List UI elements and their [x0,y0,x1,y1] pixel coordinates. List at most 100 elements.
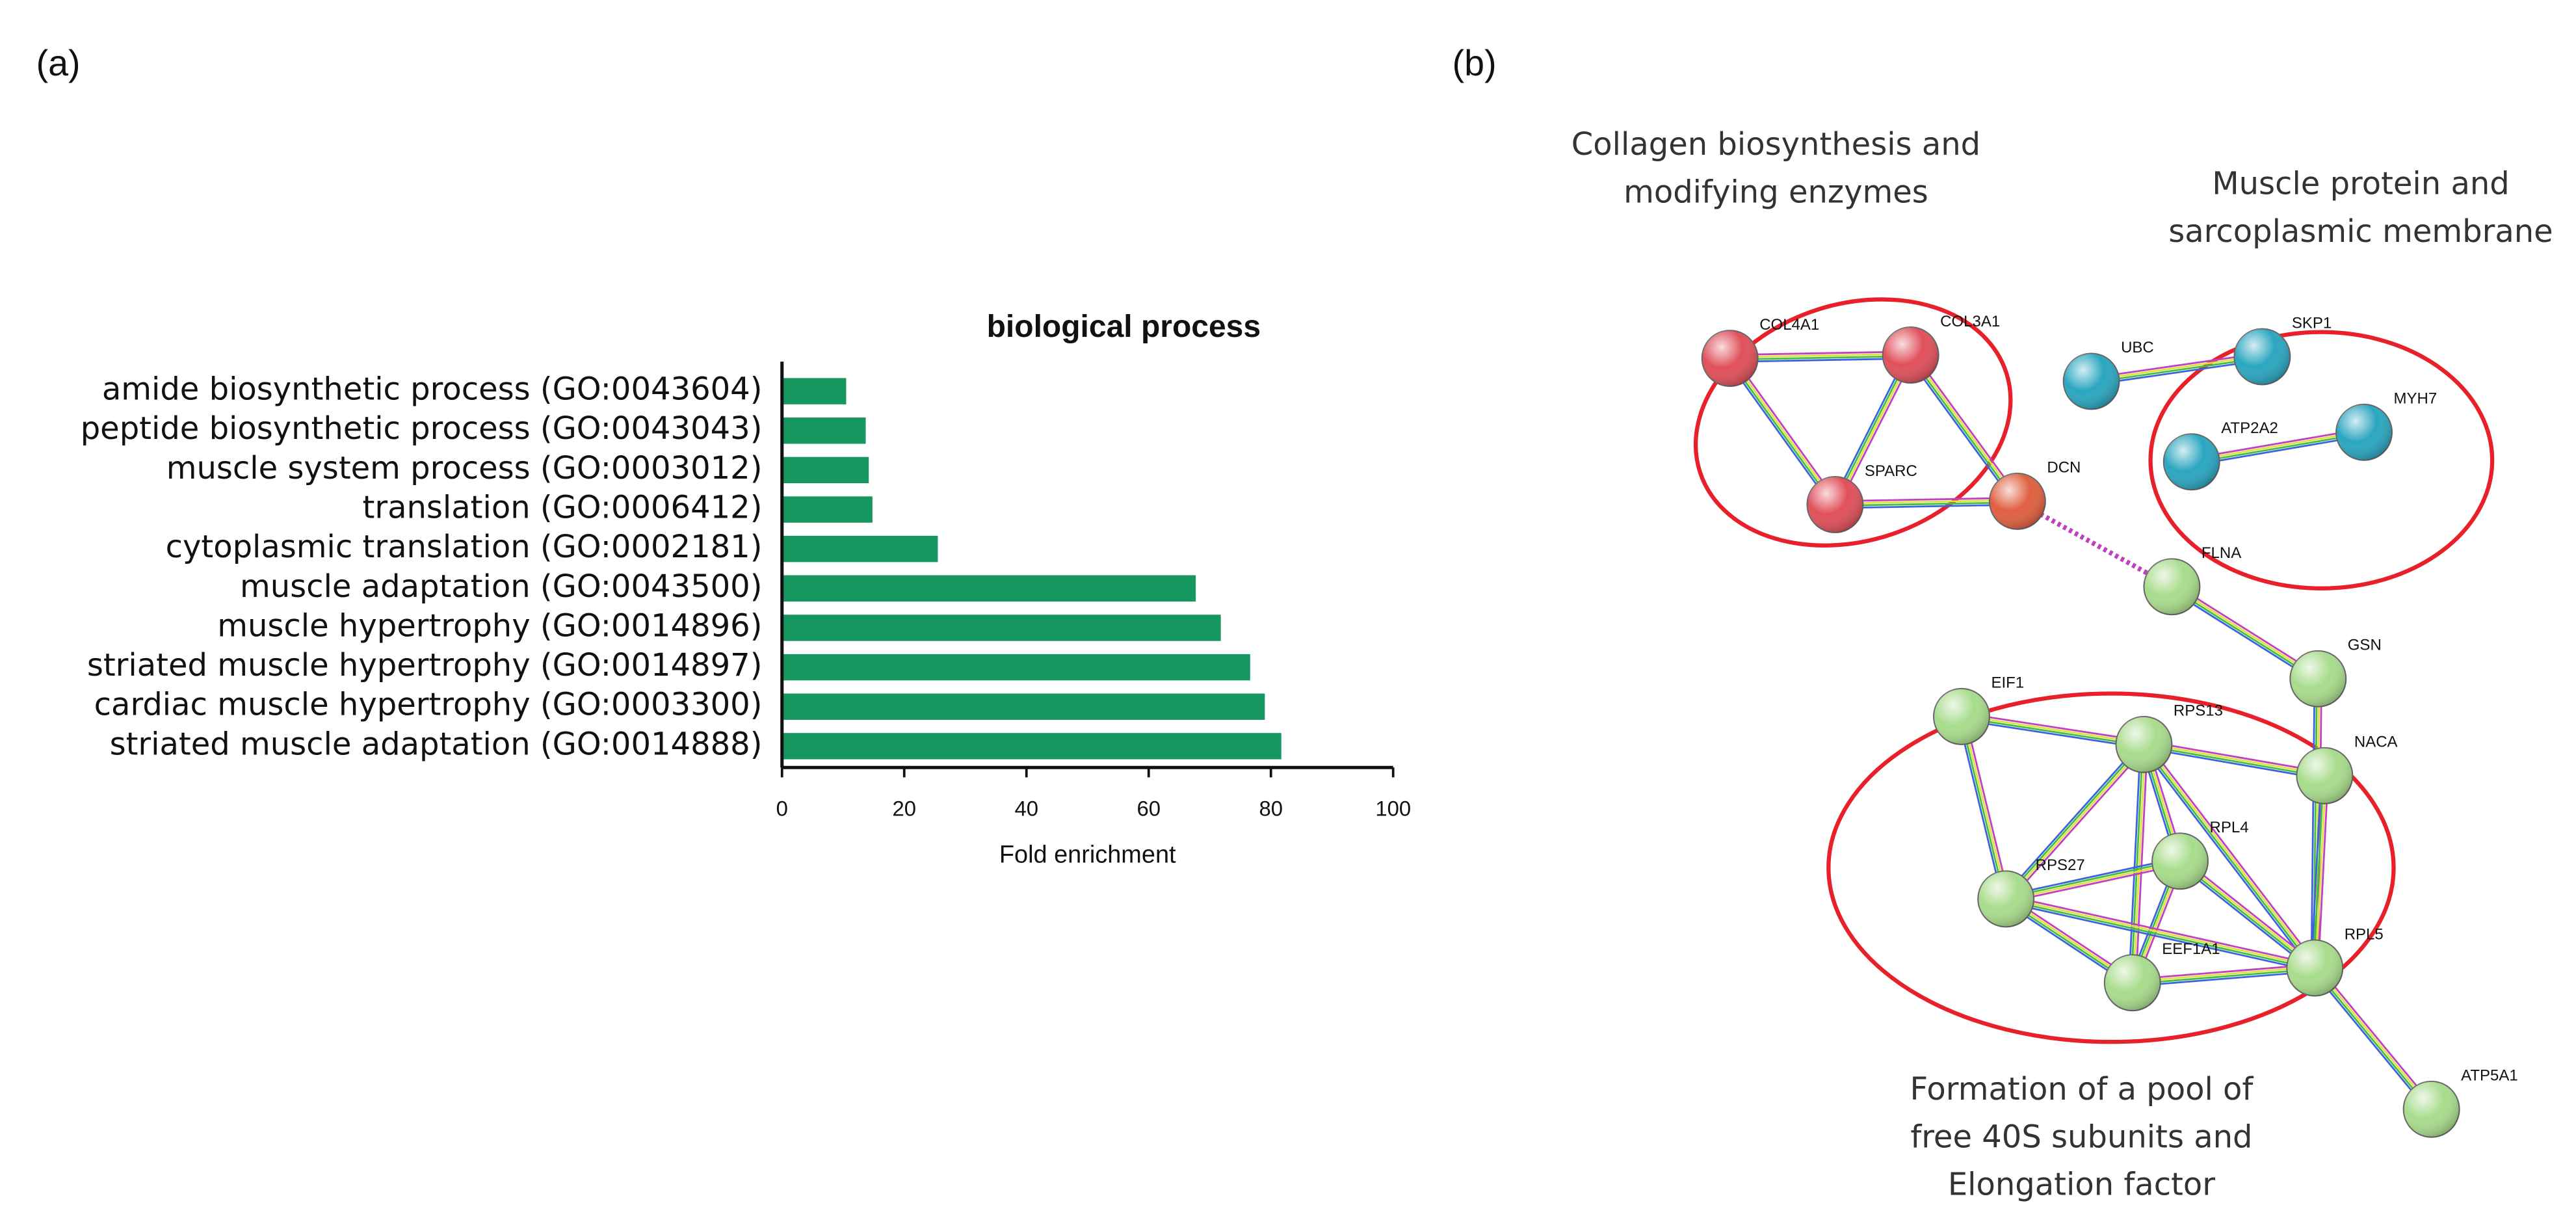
bar [782,693,1265,720]
node-shine [2152,833,2208,890]
edge [2313,968,2432,1111]
node-shine [2287,940,2343,996]
y-tick-label: striated muscle adaptation (GO:0014888) [110,726,763,762]
edge [1962,712,2145,742]
node-shine [1882,327,1939,383]
edge [2005,859,2180,899]
edge [1835,499,2017,505]
bar [782,378,847,404]
edge [2173,583,2320,677]
edge [2191,432,2365,464]
node-shine [1989,473,2045,529]
edge [1835,501,2017,507]
edge [2317,776,2330,968]
edge [2143,747,2324,780]
edge [1962,714,2144,745]
chart-title: biological process [987,310,1261,344]
node-label: COL4A1 [1759,316,1819,334]
edge [1907,356,2016,504]
edge [2192,434,2365,466]
edge [1731,356,1839,503]
edge [2091,354,2263,382]
cluster-label: modifying enzymes [1623,174,1928,210]
edge [2315,966,2434,1109]
node-label: EEF1A1 [2162,940,2220,958]
node-label: RPS13 [2174,702,2223,720]
cluster-label: sarcoplasmic membrane [2168,213,2553,250]
edge [2004,743,2144,899]
y-tick-label: muscle adaptation (GO:0043500) [240,568,762,605]
edge [2006,745,2146,901]
edge [2135,745,2149,983]
edge [1726,360,1833,507]
node-shine [1934,688,1990,745]
edge [2133,970,2315,987]
edge [2317,965,2435,1108]
edge [2142,745,2315,970]
x-axis-label: Fold enrichment [999,841,1176,869]
bar [782,615,1221,641]
y-tick-label: muscle hypertrophy (GO:0014896) [217,607,762,644]
node-label: ATP5A1 [2461,1067,2518,1085]
edge [1957,717,2004,900]
x-tick-label: 60 [1137,797,1161,821]
node-label: RPL5 [2345,925,2384,943]
y-tick-label: cardiac muscle hypertrophy (GO:0003300) [94,687,763,723]
node-label: DCN [2047,459,2081,477]
node-shine [1702,330,1758,387]
cluster-outline [1693,297,2013,548]
node-shine [2336,404,2392,460]
edge [2130,744,2144,983]
edge [2310,775,2322,968]
x-tick-label: 100 [1375,797,1411,821]
node-label: UBC [2121,339,2154,356]
bar [782,733,1281,760]
y-tick-label: striated muscle hypertrophy (GO:0014897) [87,647,763,683]
bar [782,575,1196,602]
node-label: EIF1 [1991,674,2024,692]
edge [2190,428,2364,460]
edge [1835,503,2018,509]
panel-label: (a) [36,43,81,83]
y-tick-label: translation (GO:0006412) [363,490,763,526]
edge [1962,716,2008,899]
edge [2170,587,2319,681]
cluster-label: Muscle protein and [2212,166,2510,202]
x-tick-label: 40 [1014,797,1038,821]
node-label: SKP1 [2292,314,2332,332]
edge [2090,352,2262,379]
edge [2016,499,2174,589]
cluster-label: Elongation factor [1948,1167,2215,1203]
bar [782,417,866,444]
edge [1912,352,2021,500]
node-shine [2104,955,2161,1011]
edge [2128,744,2142,983]
edge [2311,969,2430,1113]
edge [2315,775,2327,968]
node-label: MYH7 [2394,390,2438,408]
edge [2180,859,2317,968]
bar [782,535,938,563]
cluster-label: free 40S subunits and [1910,1118,2252,1155]
edge [1961,717,2144,747]
node-label: NACA [2354,734,2398,751]
cluster-label: Collagen biosynthesis and [1571,126,1980,163]
node-label: COL3A1 [1940,313,2000,330]
node-label: RPL4 [2210,819,2249,836]
node-label: ATP2A2 [2221,419,2278,437]
y-tick-label: muscle system process (GO:0003012) [166,450,763,486]
edge [2144,742,2325,776]
y-tick-label: peptide biosynthetic process (GO:0043043… [81,410,763,447]
edge [2091,356,2263,384]
edge [2181,858,2318,966]
panel-label: (b) [1452,43,1497,83]
edge [1960,719,2144,749]
edge [2179,861,2315,970]
node-label: RPS27 [2036,856,2085,874]
edge [1728,358,1835,506]
x-tick-label: 0 [776,797,788,821]
edge [1729,352,1911,358]
edge [2172,585,2319,679]
edge [2140,746,2313,971]
node-shine [2116,716,2172,773]
